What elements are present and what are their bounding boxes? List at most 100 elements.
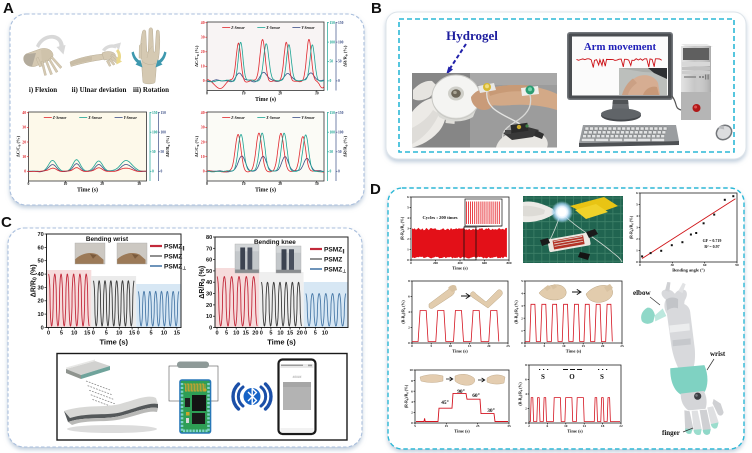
svg-text:5: 5 xyxy=(407,206,409,210)
svg-text:15: 15 xyxy=(174,330,180,336)
svg-text:8: 8 xyxy=(525,363,527,367)
svg-text:90°: 90° xyxy=(457,388,465,395)
svg-text:5: 5 xyxy=(521,279,523,283)
svg-text:150: 150 xyxy=(330,21,336,25)
svg-text:50: 50 xyxy=(37,259,43,265)
svg-text:X-Sensor: X-Sensor xyxy=(265,26,280,30)
svg-text:10: 10 xyxy=(64,182,68,186)
svg-text:20: 20 xyxy=(252,330,258,336)
svg-text:0: 0 xyxy=(521,341,523,345)
svg-text:10: 10 xyxy=(37,312,43,318)
svg-text:45°: 45° xyxy=(441,399,449,406)
svg-text:4: 4 xyxy=(407,216,409,220)
svg-text:0: 0 xyxy=(137,330,140,336)
svg-text:5: 5 xyxy=(314,330,317,336)
svg-text:Y-Sensor: Y-Sensor xyxy=(301,26,315,30)
svg-text:#####: ##### xyxy=(293,375,302,379)
svg-text:20: 20 xyxy=(22,140,26,144)
svg-text:(R-R0)/R0 (%): (R-R0)/R0 (%) xyxy=(405,384,410,408)
svg-text:40: 40 xyxy=(201,111,205,115)
svg-text:R² = 0.97: R² = 0.97 xyxy=(704,244,719,249)
svg-text:elbow: elbow xyxy=(633,289,651,297)
svg-text:(R-R0)/R0 (%): (R-R0)/R0 (%) xyxy=(630,215,635,239)
svg-text:10: 10 xyxy=(409,368,413,372)
svg-text:20: 20 xyxy=(278,182,282,186)
svg-text:0: 0 xyxy=(411,421,413,425)
svg-text:4: 4 xyxy=(525,392,527,396)
svg-text:30°: 30° xyxy=(487,407,495,414)
svg-text:0: 0 xyxy=(410,261,412,265)
svg-text:ΔR/R0 (%): ΔR/R0 (%) xyxy=(31,264,39,297)
svg-text:2: 2 xyxy=(521,316,523,320)
svg-text:C: C xyxy=(1,214,12,231)
svg-text:6: 6 xyxy=(547,424,549,428)
svg-text:150: 150 xyxy=(152,111,158,115)
svg-text:1: 1 xyxy=(521,329,523,333)
svg-text:PSMZ⊥: PSMZ⊥ xyxy=(324,266,347,273)
svg-text:90: 90 xyxy=(735,263,739,267)
svg-text:18: 18 xyxy=(601,424,605,428)
svg-text:20: 20 xyxy=(278,92,282,96)
svg-text:30: 30 xyxy=(671,263,675,267)
svg-text:100: 100 xyxy=(338,130,344,134)
svg-text:30: 30 xyxy=(201,126,205,130)
svg-text:150: 150 xyxy=(161,111,167,115)
svg-text:20: 20 xyxy=(297,330,303,336)
svg-text:40: 40 xyxy=(201,21,205,25)
svg-text:0: 0 xyxy=(338,170,340,174)
svg-text:S: S xyxy=(600,373,604,381)
svg-text:2: 2 xyxy=(525,407,527,411)
svg-text:Time (s): Time (s) xyxy=(452,349,468,354)
svg-text:22: 22 xyxy=(619,424,623,428)
svg-text:150: 150 xyxy=(330,111,336,115)
svg-text:4: 4 xyxy=(521,292,523,296)
svg-text:GF = 0.719: GF = 0.719 xyxy=(703,238,722,243)
svg-text:0: 0 xyxy=(203,79,205,83)
svg-text:100: 100 xyxy=(338,40,344,44)
svg-text:10: 10 xyxy=(322,330,328,336)
svg-text:0: 0 xyxy=(24,170,26,174)
svg-text:10: 10 xyxy=(233,330,239,336)
svg-text:40: 40 xyxy=(37,272,43,278)
svg-text:3: 3 xyxy=(636,226,638,230)
svg-text:0: 0 xyxy=(203,170,205,174)
svg-text:15: 15 xyxy=(129,330,135,336)
svg-text:Time (s): Time (s) xyxy=(567,429,583,434)
svg-text:Time (s): Time (s) xyxy=(566,349,582,354)
svg-text:30: 30 xyxy=(206,292,212,298)
svg-text:0: 0 xyxy=(47,330,50,336)
svg-text:1: 1 xyxy=(636,249,638,253)
svg-text:40: 40 xyxy=(22,111,26,115)
svg-text:60: 60 xyxy=(703,263,707,267)
svg-text:30: 30 xyxy=(201,36,205,40)
svg-text:70: 70 xyxy=(37,232,43,238)
svg-text:60°: 60° xyxy=(472,392,480,399)
svg-text:wrist: wrist xyxy=(710,350,726,358)
svg-text:50: 50 xyxy=(206,269,212,275)
svg-text:Z-Sensor: Z-Sensor xyxy=(230,26,245,30)
svg-text:600: 600 xyxy=(482,261,487,265)
svg-text:100: 100 xyxy=(152,130,158,134)
svg-text:5: 5 xyxy=(414,424,416,428)
svg-text:60: 60 xyxy=(37,245,43,251)
svg-text:Time (s): Time (s) xyxy=(99,338,128,347)
svg-text:PSMZ∥: PSMZ∥ xyxy=(164,243,185,251)
svg-text:20: 20 xyxy=(487,344,491,348)
svg-text:0: 0 xyxy=(407,258,409,262)
svg-text:Hydrogel: Hydrogel xyxy=(446,28,498,43)
svg-text:0: 0 xyxy=(330,79,332,83)
svg-text:5: 5 xyxy=(544,344,546,348)
svg-text:(R-R0)/R0 (%): (R-R0)/R0 (%) xyxy=(402,300,407,324)
svg-text:6: 6 xyxy=(407,195,409,199)
svg-text:Bending angle (°): Bending angle (°) xyxy=(672,268,705,273)
svg-text:2: 2 xyxy=(407,237,409,241)
svg-text:10: 10 xyxy=(116,330,122,336)
svg-text:4: 4 xyxy=(636,214,638,218)
svg-text:10: 10 xyxy=(161,330,167,336)
svg-text:50: 50 xyxy=(152,150,156,154)
svg-text:Time (s): Time (s) xyxy=(77,187,98,194)
svg-text:(R-R0)/R0 (%): (R-R0)/R0 (%) xyxy=(515,300,520,324)
svg-text:8: 8 xyxy=(411,379,413,383)
svg-text:PSMZ⊥: PSMZ⊥ xyxy=(164,263,187,270)
svg-text:3: 3 xyxy=(521,304,523,308)
